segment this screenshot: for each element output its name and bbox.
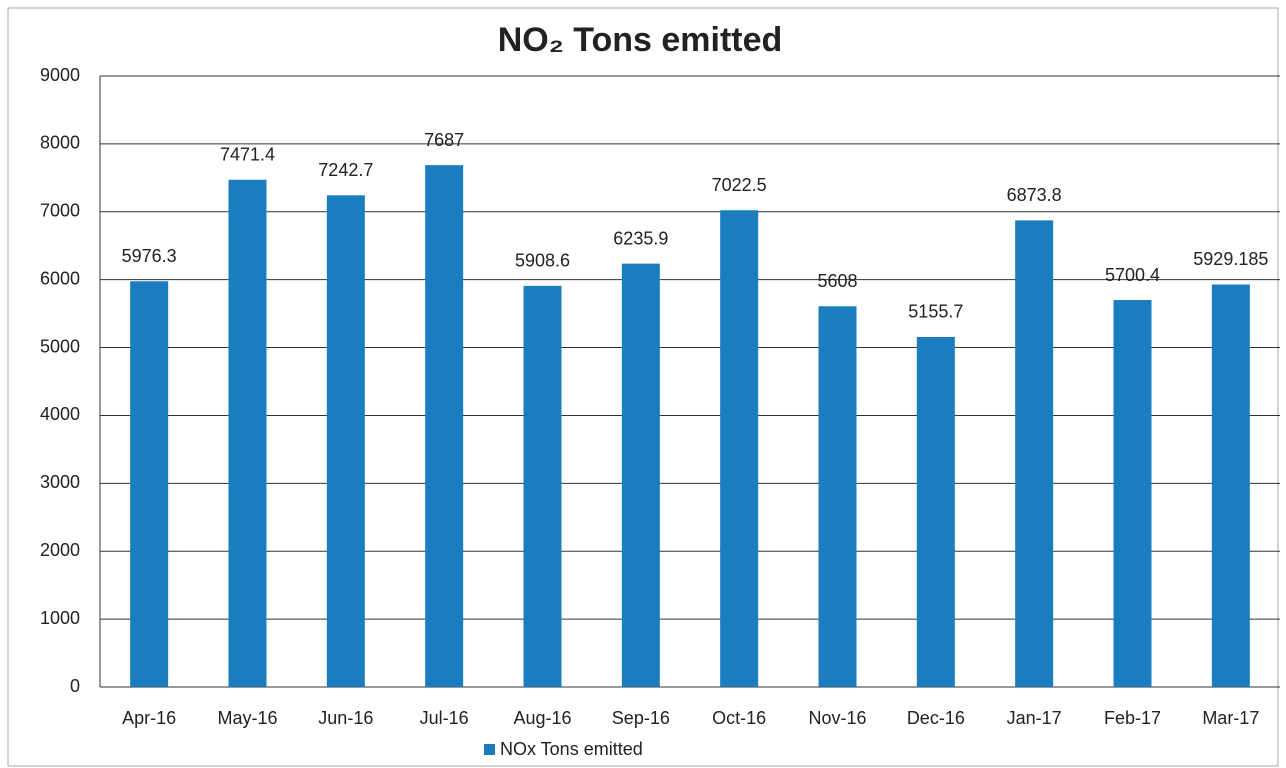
y-tick-label: 3000	[40, 472, 80, 492]
data-label: 7022.5	[712, 175, 767, 195]
data-label: 7242.7	[318, 160, 373, 180]
data-label: 7471.4	[220, 145, 275, 165]
bar	[523, 285, 562, 687]
bar	[621, 263, 660, 687]
data-label: 5700.4	[1105, 265, 1160, 285]
bar	[818, 306, 857, 687]
y-tick-label: 5000	[40, 336, 80, 356]
x-tick-label: Mar-17	[1202, 708, 1259, 728]
bar	[425, 165, 464, 687]
data-label: 7687	[424, 130, 464, 150]
chart-frame	[7, 7, 1279, 767]
data-label: 5608	[817, 271, 857, 291]
data-label: 5155.7	[908, 302, 963, 322]
x-tick-label: Apr-16	[122, 708, 176, 728]
x-tick-label: Jun-16	[318, 708, 373, 728]
chart-title: NO₂ Tons emitted	[498, 21, 783, 59]
x-tick-label: Jan-17	[1007, 708, 1062, 728]
y-tick-label: 0	[70, 676, 80, 696]
legend-label: NOx Tons emitted	[500, 739, 643, 759]
bar	[326, 195, 365, 687]
bar	[1113, 300, 1152, 687]
data-label: 5929.185	[1193, 249, 1268, 269]
y-tick-label: 8000	[40, 133, 80, 153]
x-tick-label: Feb-17	[1104, 708, 1161, 728]
bar	[130, 281, 169, 687]
x-tick-label: Aug-16	[513, 708, 571, 728]
data-label: 5976.3	[122, 246, 177, 266]
data-label: 6235.9	[613, 228, 668, 248]
x-tick-label: Nov-16	[808, 708, 866, 728]
bar	[228, 179, 267, 687]
bar	[1015, 220, 1054, 688]
data-label: 6873.8	[1007, 185, 1062, 205]
bar	[720, 210, 759, 687]
y-tick-label: 2000	[40, 540, 80, 560]
y-tick-label: 9000	[40, 65, 80, 85]
bar	[916, 336, 955, 687]
bar	[1211, 284, 1250, 687]
x-tick-label: May-16	[217, 708, 277, 728]
y-tick-label: 6000	[40, 268, 80, 288]
y-tick-label: 7000	[40, 201, 80, 221]
y-tick-label: 4000	[40, 404, 80, 424]
x-tick-label: Oct-16	[712, 708, 766, 728]
x-tick-label: Dec-16	[907, 708, 965, 728]
x-tick-label: Jul-16	[420, 708, 469, 728]
data-label: 5908.6	[515, 251, 570, 271]
x-tick-label: Sep-16	[612, 708, 670, 728]
legend-swatch	[484, 744, 495, 755]
y-tick-label: 1000	[40, 608, 80, 628]
